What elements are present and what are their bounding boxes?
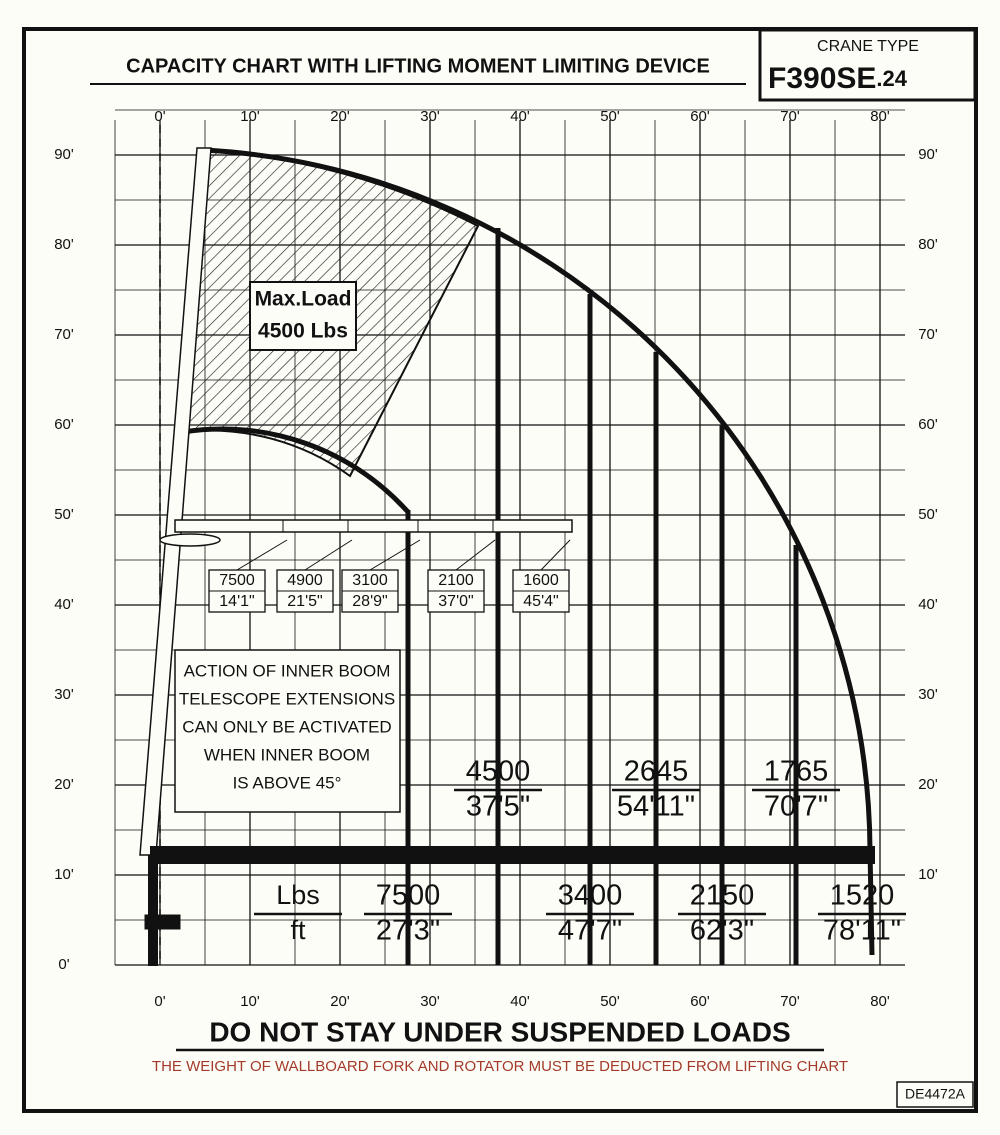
top-tick-label: 80': [870, 108, 890, 125]
top-tick-label: 0': [154, 108, 165, 125]
upper-capacity-load: 2645: [624, 756, 689, 788]
unit-load: Lbs: [276, 880, 320, 910]
left-tick-label: 10': [54, 866, 74, 883]
upper-capacity-load: 4500: [466, 756, 531, 788]
right-tick-label: 60': [918, 416, 938, 433]
left-tick-label: 30': [54, 686, 74, 703]
lower-capacity-load: 3400: [558, 880, 623, 912]
note-text: WHEN INNER BOOM: [204, 745, 370, 764]
top-tick-label: 70': [780, 108, 800, 125]
upper-capacity-reach: 54'11": [617, 791, 695, 823]
unit-reach: ft: [290, 915, 306, 945]
crane-type-label: CRANE TYPE: [817, 38, 919, 55]
top-tick-label: 40': [510, 108, 530, 125]
extension-load: 7500: [219, 572, 255, 589]
grid: [114, 109, 905, 966]
extension-load: 4900: [287, 572, 323, 589]
upper-capacity-reach: 70'7": [764, 791, 828, 823]
bottom-tick-label: 20': [330, 993, 350, 1010]
bottom-tick-label: 50': [600, 993, 620, 1010]
leader-lines: [236, 539, 571, 571]
warning: DO NOT STAY UNDER SUSPENDED LOADS: [209, 1016, 790, 1047]
model-name: F390SE: [768, 62, 876, 95]
note-text: CAN ONLY BE ACTIVATED: [182, 717, 391, 736]
extension-load: 2100: [438, 572, 474, 589]
outer-envelope: [204, 147, 875, 956]
top-tick-label: 50': [600, 108, 620, 125]
note-text: TELESCOPE EXTENSIONS: [179, 689, 395, 708]
inner-envelope: [182, 426, 410, 514]
crane-boom: [139, 147, 875, 966]
max-load-box: [249, 281, 357, 351]
bottom-tick-label: 0': [154, 993, 165, 1010]
note-text: ACTION OF INNER BOOM: [184, 661, 391, 680]
lower-capacity-load: 1520: [830, 880, 895, 912]
outer-border: [22, 27, 978, 1113]
extension-reach: 28'9": [352, 593, 387, 610]
extension-load: 3100: [352, 572, 388, 589]
left-tick-label: 60': [54, 416, 74, 433]
max-load-text: 4500 Lbs: [258, 320, 348, 343]
bottom-tick-label: 80': [870, 993, 890, 1010]
bottom-tick-label: 40': [510, 993, 530, 1010]
lower-capacity-load: 7500: [376, 880, 441, 912]
lower-capacity-reach: 27'3": [376, 915, 440, 947]
right-tick-label: 70': [918, 326, 938, 343]
drawing-code: DE4472A: [905, 1086, 966, 1102]
left-tick-label: 70': [54, 326, 74, 343]
left-tick-label: 90': [54, 146, 74, 163]
extension-reach: 45'4": [523, 593, 558, 610]
right-tick-label: 80': [918, 236, 938, 253]
right-tick-label: 20': [918, 776, 938, 793]
top-tick-label: 20': [330, 108, 350, 125]
bottom-tick-label: 10': [240, 993, 260, 1010]
note-box: [174, 649, 401, 813]
bottom-tick-label: 30': [420, 993, 440, 1010]
deduction-note: THE WEIGHT OF WALLBOARD FORK AND ROTATOR…: [152, 1058, 848, 1075]
left-tick-label: 0': [58, 956, 69, 973]
extension-reach: 21'5": [287, 593, 322, 610]
upper-capacity-load: 1765: [764, 756, 829, 788]
top-tick-label: 60': [690, 108, 710, 125]
right-tick-label: 40': [918, 596, 938, 613]
model: F390SE.24: [768, 62, 908, 95]
crane-type-box: [758, 28, 977, 102]
extension-reach: 37'0": [438, 593, 473, 610]
extension-load: 1600: [523, 572, 559, 589]
left-tick-label: 40': [54, 596, 74, 613]
left-tick-label: 50': [54, 506, 74, 523]
lower-capacity-reach: 47'7": [558, 915, 622, 947]
bottom-tick-label: 60': [690, 993, 710, 1010]
lower-capacity-reach: 78'11": [823, 915, 901, 947]
bottom-tick-label: 70': [780, 993, 800, 1010]
top-tick-label: 30': [420, 108, 440, 125]
right-tick-label: 90': [918, 146, 938, 163]
note-text: IS ABOVE 45°: [233, 773, 342, 792]
right-tick-label: 10': [918, 866, 938, 883]
right-tick-label: 50': [918, 506, 938, 523]
max-load-text: Max.Load: [255, 288, 352, 311]
right-tick-label: 30': [918, 686, 938, 703]
extension-reach: 14'1": [219, 593, 254, 610]
lower-capacity-load: 2150: [690, 880, 755, 912]
left-tick-label: 80': [54, 236, 74, 253]
lower-capacity-reach: 62'3": [690, 915, 754, 947]
left-tick-label: 20': [54, 776, 74, 793]
top-tick-label: 10': [240, 108, 260, 125]
model-suffix: .24: [876, 66, 907, 91]
chart-title: CAPACITY CHART WITH LIFTING MOMENT LIMIT…: [126, 55, 710, 77]
code-box: [896, 1081, 974, 1108]
upper-capacity-reach: 37'5": [466, 791, 530, 823]
